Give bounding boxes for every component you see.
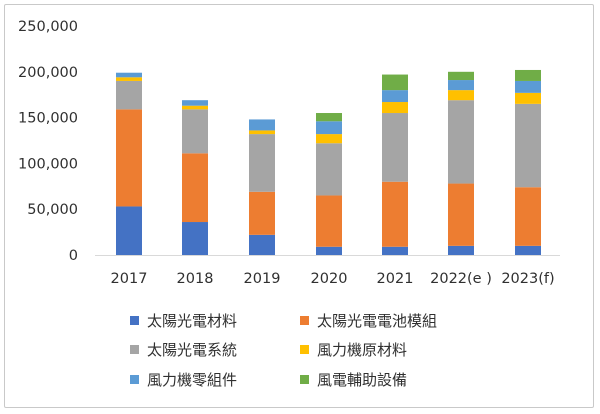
bar-segment-2022e-series-1 [448,183,474,246]
bar-segment-2023f-series-3 [515,92,541,104]
x-tick-label: 2021 [377,271,414,287]
legend-swatch [130,345,139,354]
x-tick-label: 2018 [177,271,214,287]
bar-segment-2019-series-4 [249,119,275,131]
bar-segment-2023f-series-4 [515,80,541,93]
bar-segment-2018-series-2 [182,109,208,154]
y-tick-label: 0 [69,248,78,264]
bar-segment-2017-series-2 [116,80,142,110]
bar-segment-2023f-series-5 [515,69,541,81]
bar-segment-2022e-series-2 [448,100,474,184]
bar-segment-2022e-series-5 [448,71,474,81]
legend-swatch [300,316,309,325]
bar-segment-2018-series-4 [182,100,208,106]
y-tick-label: 50,000 [27,202,78,218]
y-tick-label: 250,000 [18,19,78,35]
bars-group [116,69,541,255]
x-tick-label: 2019 [244,271,281,287]
bar-segment-2019-series-3 [249,130,275,135]
x-tick-label: 2023(f) [501,271,554,287]
bar-segment-2019-series-1 [249,191,275,235]
chart-frame [4,4,594,408]
legend-label: 太陽光電材料 [147,312,237,330]
bar-segment-2017-series-0 [116,206,142,255]
bar-segment-2020-series-3 [316,134,342,144]
legend-swatch [300,345,309,354]
legend-label: 太陽光電系統 [147,341,237,359]
bar-segment-2023f-series-2 [515,103,541,188]
bar-segment-2020-series-1 [316,195,342,247]
bar-segment-2018-series-1 [182,153,208,223]
legend-label: 風力機零組件 [147,371,237,389]
bar-segment-2021-series-0 [382,246,408,255]
bar-segment-2021-series-2 [382,113,408,182]
bar-segment-2021-series-5 [382,74,408,91]
bar-segment-2020-series-4 [316,121,342,135]
bar-segment-2017-series-3 [116,77,142,81]
legend-swatch [300,375,309,384]
y-tick-label: 100,000 [18,156,78,172]
bar-segment-2022e-series-4 [448,80,474,91]
bar-segment-2021-series-1 [382,181,408,247]
y-tick-label: 150,000 [18,111,78,127]
bar-segment-2019-series-0 [249,234,275,255]
bar-segment-2020-series-0 [316,246,342,255]
legend-label: 風電輔助設備 [317,371,407,389]
bar-segment-2017-series-4 [116,72,142,78]
bar-segment-2021-series-3 [382,102,408,114]
bar-segment-2022e-series-0 [448,245,474,255]
legend-swatch [130,375,139,384]
bar-segment-2023f-series-0 [515,245,541,255]
legend-swatch [130,316,139,325]
bar-segment-2019-series-2 [249,134,275,192]
legend-label: 風力機原材料 [317,341,407,359]
x-tick-label: 2022(e ) [430,271,492,287]
bar-segment-2018-series-3 [182,105,208,110]
x-axis: 2017 2018 2019 2020 2021 2022(e ) 2023(f) [95,255,560,287]
legend-label: 太陽光電電池模組 [317,312,437,330]
bar-segment-2020-series-5 [316,113,342,122]
x-tick-label: 2020 [311,271,348,287]
bar-segment-2018-series-0 [182,222,208,255]
bar-segment-2023f-series-1 [515,187,541,246]
bar-segment-2021-series-4 [382,90,408,103]
bar-segment-2020-series-2 [316,143,342,196]
bar-segment-2022e-series-3 [448,90,474,101]
x-tick-label: 2017 [111,271,148,287]
bar-segment-2017-series-1 [116,109,142,207]
y-axis: 0 50,000 100,000 150,000 200,000 250,000 [18,19,78,264]
y-tick-label: 200,000 [18,65,78,81]
